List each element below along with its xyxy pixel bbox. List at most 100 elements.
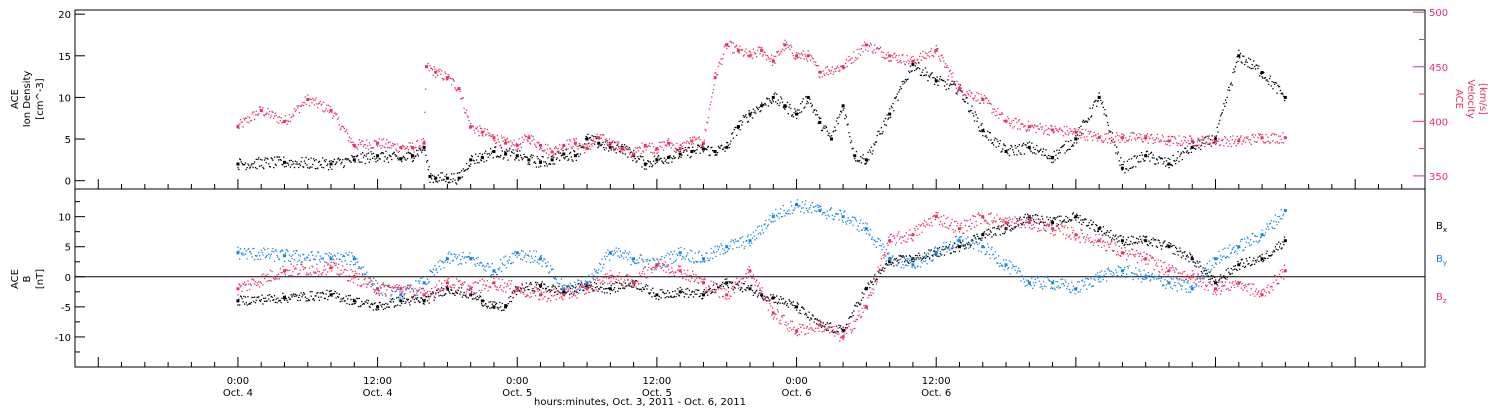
ion-density-dot <box>466 168 469 171</box>
ion-density-dot <box>603 149 606 151</box>
ion-density-dot <box>751 117 754 119</box>
ion-density-point-53 <box>1027 145 1031 149</box>
bx-dot <box>257 297 259 299</box>
bx-dot <box>312 298 314 301</box>
bx-dot <box>524 289 526 291</box>
velocity-dot <box>306 99 308 101</box>
velocity-dot <box>843 67 845 70</box>
ion-density-dot <box>705 148 707 150</box>
bx-dot <box>572 285 574 288</box>
by-dot <box>500 259 502 261</box>
by-dot <box>682 255 684 258</box>
ion-density-dot <box>1066 150 1068 152</box>
ion-density-dot <box>1064 152 1066 154</box>
bx-dot <box>1151 245 1154 247</box>
ion-density-dot <box>1226 96 1228 99</box>
by-dot <box>557 275 559 278</box>
velocity-dot <box>427 62 429 65</box>
velocity-dot <box>982 99 984 102</box>
velocity-dot <box>731 42 733 44</box>
by-dot <box>403 293 405 295</box>
bx-dot <box>536 282 538 284</box>
velocity-dot <box>606 143 608 145</box>
velocity-dot <box>307 94 309 96</box>
velocity-dot <box>634 147 636 149</box>
by-dot <box>938 255 941 258</box>
ion-density-dot <box>672 157 674 160</box>
by-dot <box>745 240 747 242</box>
by-dot <box>583 287 586 289</box>
ion-density-dot <box>276 156 278 158</box>
bx-dot <box>742 282 745 285</box>
by-dot <box>916 265 918 267</box>
velocity-dot <box>841 66 843 68</box>
velocity-dot <box>979 102 981 105</box>
velocity-dot <box>269 117 272 119</box>
velocity-dot <box>649 145 651 148</box>
ion-density-dot <box>1269 75 1272 77</box>
bx-dot <box>529 281 532 284</box>
bx-dot <box>240 296 242 298</box>
by-dot <box>313 258 316 260</box>
velocity-dot <box>472 126 474 128</box>
velocity-dot <box>473 129 475 132</box>
by-dot <box>756 226 759 228</box>
velocity-dot <box>254 114 257 116</box>
bx-dot <box>944 248 947 250</box>
ion-density-dot <box>756 106 758 108</box>
bx-dot <box>326 289 328 292</box>
velocity-dot <box>1147 142 1149 144</box>
bx-dot <box>472 293 474 296</box>
by-dot <box>327 264 329 266</box>
bx-dot <box>834 331 836 333</box>
bx-dot <box>716 283 718 285</box>
by-dot <box>809 207 811 209</box>
velocity-dot <box>243 119 246 121</box>
bx-dot <box>1122 236 1124 238</box>
velocity-dot <box>1152 142 1154 144</box>
by-dot <box>438 265 440 268</box>
velocity-dot <box>1106 133 1108 135</box>
velocity-dot <box>938 55 940 58</box>
ion-density-dot <box>641 166 643 168</box>
velocity-dot <box>298 105 300 107</box>
velocity-dot <box>1084 139 1086 141</box>
ion-density-dot <box>718 147 720 149</box>
ion-density-dot <box>1015 147 1017 149</box>
ion-density-dot <box>982 128 985 130</box>
bx-dot <box>1073 217 1075 219</box>
bx-dot <box>440 294 442 296</box>
by-dot <box>268 257 271 259</box>
bx-dot <box>710 292 712 295</box>
bx-dot <box>964 244 967 247</box>
bx-dot <box>1263 257 1266 259</box>
velocity-dot <box>951 76 953 78</box>
velocity-dot <box>457 88 459 91</box>
bx-dot <box>1047 218 1050 221</box>
by-dot <box>545 265 548 268</box>
top-right-tick-label-0: 350 <box>1429 172 1448 183</box>
bx-dot <box>1044 221 1046 224</box>
bx-dot <box>759 289 761 291</box>
by-dot <box>263 248 266 251</box>
bx-dot <box>771 297 773 299</box>
bx-dot <box>1101 230 1103 232</box>
bx-dot <box>780 296 782 298</box>
ion-density-dot <box>261 159 263 161</box>
bx-dot <box>476 295 479 298</box>
bx-dot <box>439 290 441 292</box>
velocity-dot <box>509 147 511 149</box>
ion-density-point-41 <box>806 95 810 99</box>
ion-density-dot <box>351 154 353 157</box>
velocity-dot <box>835 67 838 70</box>
ion-density-dot <box>1025 144 1027 146</box>
ion-density-dot <box>695 152 697 154</box>
ion-density-dot <box>367 152 370 154</box>
ion-density-dot <box>985 135 987 137</box>
bx-dot <box>1248 262 1250 265</box>
by-dot <box>945 241 947 244</box>
bx-dot <box>695 289 697 291</box>
by-dot <box>686 254 688 256</box>
velocity-dot <box>845 58 848 61</box>
by-dot <box>560 278 562 280</box>
